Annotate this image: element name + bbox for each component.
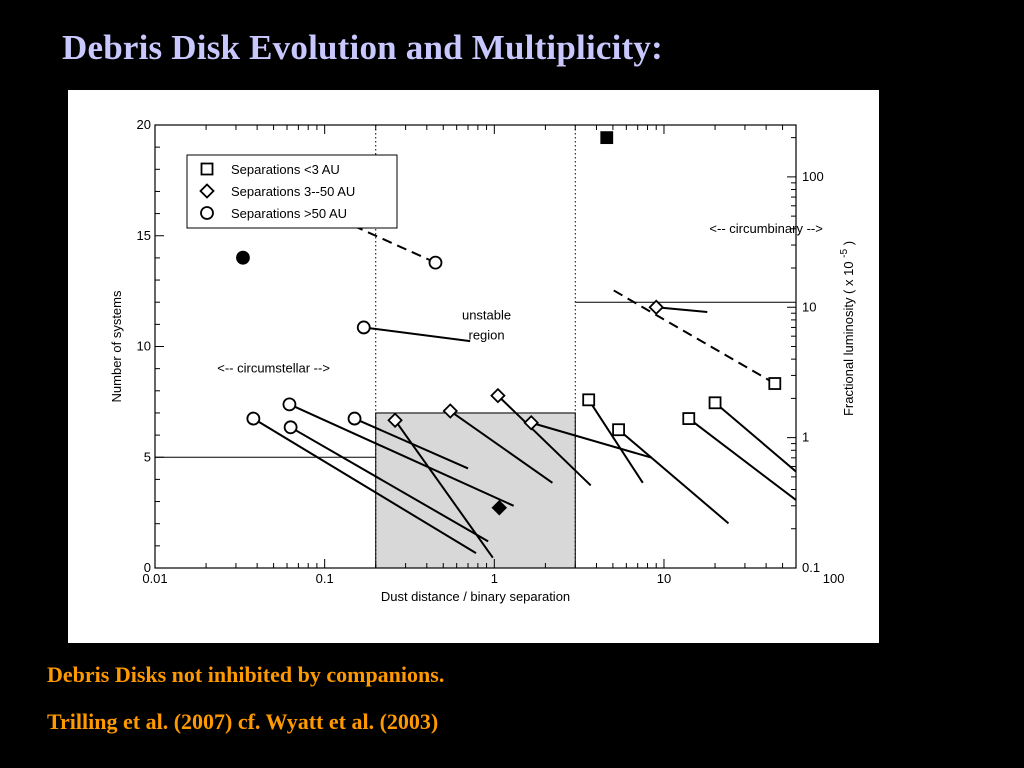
circle-point xyxy=(428,255,443,270)
trajectory-line xyxy=(714,402,796,473)
caption-line-2: Trilling et al. (2007) cf. Wyatt et al. … xyxy=(47,709,439,734)
diamond-point xyxy=(490,387,506,404)
chart-annotation: region xyxy=(468,327,504,342)
diamond-point xyxy=(523,414,539,431)
trajectory-line xyxy=(363,326,471,343)
circle-point xyxy=(282,397,297,412)
trajectory-line xyxy=(252,417,477,555)
trajectory-line xyxy=(290,426,489,543)
chart-annotation: <-- circumbinary --> xyxy=(709,221,822,236)
diamond-point xyxy=(387,412,403,428)
filled-circle-point xyxy=(236,250,250,265)
x-tick-label: 0.01 xyxy=(142,571,167,586)
x-tick-label: 10 xyxy=(657,571,671,586)
square-point xyxy=(708,396,722,410)
y-axis-label: Number of systems xyxy=(109,290,124,402)
y2-tick-label: 0.1 xyxy=(802,560,820,575)
legend-marker-diamond xyxy=(199,183,215,199)
y-tick-label: 0 xyxy=(144,560,151,575)
x-tick-label: 100 xyxy=(823,571,845,586)
y-tick-label: 15 xyxy=(137,228,151,243)
trajectory-line xyxy=(688,417,796,502)
y2-tick-label: 10 xyxy=(802,299,816,314)
figure-panel: 0.01 0.1 1 10 100 0 5 10 15 20 0.1 1 10 100 <-- circu… xyxy=(68,90,879,643)
circle-point xyxy=(347,411,362,426)
legend-marker-circle xyxy=(200,206,214,220)
y-tick-label: 20 xyxy=(137,117,151,132)
diamond-point xyxy=(442,403,459,419)
y-tick-label: 10 xyxy=(137,339,151,354)
chart-annotation: <-- circumstellar --> xyxy=(217,361,330,376)
square-point xyxy=(768,377,782,390)
x-tick-label: 1 xyxy=(491,571,498,586)
filled-diamond-point xyxy=(491,499,508,516)
legend-label: Separations >50 AU xyxy=(231,206,347,221)
legend-label: Separations <3 AU xyxy=(231,162,340,177)
trajectory-line xyxy=(617,428,730,525)
legend-box xyxy=(186,154,398,229)
trajectory-line xyxy=(497,394,592,487)
square-point xyxy=(682,412,696,425)
legend-label: Separations 3--50 AU xyxy=(231,184,355,199)
trajectory-line xyxy=(354,417,469,470)
circle-point xyxy=(246,411,261,426)
trajectory-line xyxy=(587,399,644,484)
y2-tick-label: 100 xyxy=(802,169,824,184)
caption-line-1: Debris Disks not inhibited by companions… xyxy=(47,662,445,687)
trajectory-line xyxy=(858,411,879,477)
y2-tick-label: 1 xyxy=(802,430,809,445)
trajectory-line xyxy=(656,306,708,313)
y2-axis-label: Fractional luminosity ( x 10 -5 ) xyxy=(839,241,856,416)
circle-point xyxy=(283,420,298,435)
slide-title: Debris Disk Evolution and Multiplicity: xyxy=(62,28,663,67)
x-axis-label: Dust distance / binary separation xyxy=(381,589,570,604)
y-tick-label: 5 xyxy=(144,449,151,464)
chart-plot: 0.01 0.1 1 10 100 0 5 10 15 20 0.1 1 10 100 <-- circu… xyxy=(109,117,879,604)
square-point xyxy=(612,423,625,437)
trajectory-line xyxy=(449,410,553,484)
x-tick-label: 0.1 xyxy=(316,571,334,586)
trajectory-line xyxy=(530,421,653,459)
chart-annotation: unstable xyxy=(462,307,511,322)
legend-marker-square xyxy=(200,162,214,176)
diamond-point xyxy=(648,299,664,316)
circle-point xyxy=(356,320,371,335)
square-point xyxy=(582,393,596,407)
filled-square-point xyxy=(600,131,614,145)
trajectory-line xyxy=(289,403,515,507)
